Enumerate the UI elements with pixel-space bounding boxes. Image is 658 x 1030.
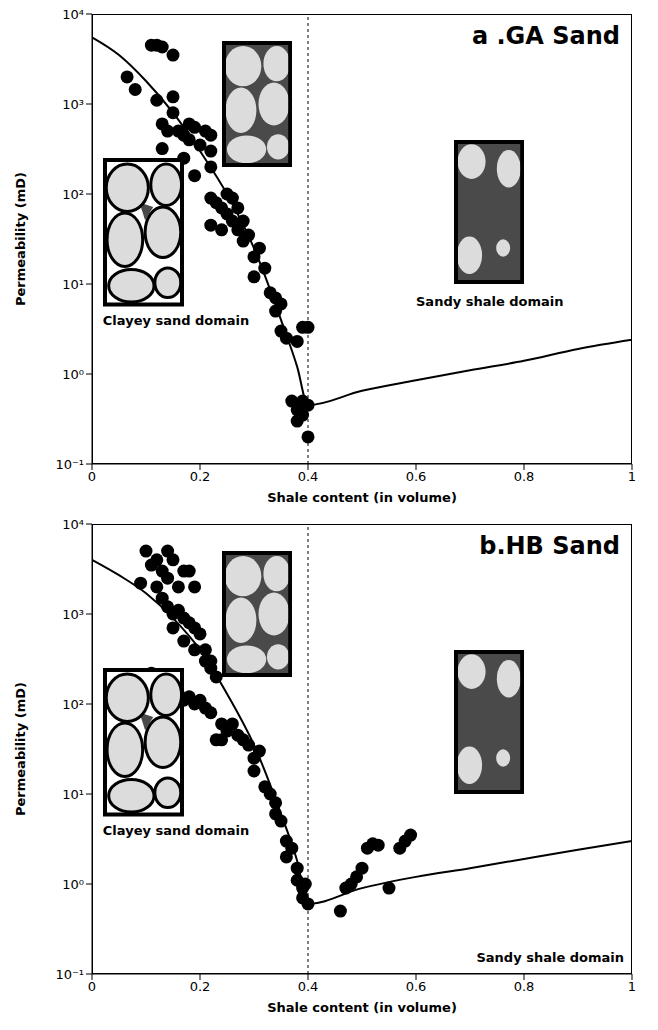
html-text:b.HB Sand: b.HB Sand xyxy=(479,532,620,560)
svg-text:0: 0 xyxy=(88,469,96,484)
svg-text:10²: 10² xyxy=(62,187,84,202)
svg-text:10⁰: 10⁰ xyxy=(62,877,84,892)
html-text:Sandy shale domain: Sandy shale domain xyxy=(416,294,564,309)
svg-text:Shale content (in volume): Shale content (in volume) xyxy=(267,490,457,505)
html-text:Clayey sand domain: Clayey sand domain xyxy=(102,312,250,328)
svg-text:10⁻¹: 10⁻¹ xyxy=(55,967,84,982)
svg-text:Permeability (mD): Permeability (mD) xyxy=(13,682,28,816)
svg-text:0.6: 0.6 xyxy=(406,469,427,484)
svg-text:10¹: 10¹ xyxy=(62,277,84,292)
svg-text:0.2: 0.2 xyxy=(190,469,211,484)
svg-text:10³: 10³ xyxy=(62,97,84,112)
svg-text:0.8: 0.8 xyxy=(514,979,535,994)
svg-text:10⁻¹: 10⁻¹ xyxy=(55,457,84,472)
svg-text:0.8: 0.8 xyxy=(514,469,535,484)
svg-text:0.2: 0.2 xyxy=(190,979,211,994)
html-text:Clayey sand domain: Clayey sand domain xyxy=(102,822,250,838)
svg-text:10⁴: 10⁴ xyxy=(62,7,84,22)
svg-text:1: 1 xyxy=(628,469,636,484)
html-text:Sandy shale domain: Sandy shale domain xyxy=(476,950,624,965)
svg-text:1: 1 xyxy=(628,979,636,994)
svg-text:0: 0 xyxy=(88,979,96,994)
svg-text:10²: 10² xyxy=(62,697,84,712)
svg-text:10³: 10³ xyxy=(62,607,84,622)
svg-text:0.6: 0.6 xyxy=(406,979,427,994)
svg-text:10¹: 10¹ xyxy=(62,787,84,802)
svg-text:10⁴: 10⁴ xyxy=(62,517,84,532)
svg-text:0.4: 0.4 xyxy=(298,979,319,994)
svg-text:Shale content (in volume): Shale content (in volume) xyxy=(267,1000,457,1015)
svg-text:0.4: 0.4 xyxy=(298,469,319,484)
svg-text:Permeability (mD): Permeability (mD) xyxy=(13,172,28,306)
svg-text:10⁰: 10⁰ xyxy=(62,367,84,382)
html-text:a .GA Sand: a .GA Sand xyxy=(472,22,620,50)
